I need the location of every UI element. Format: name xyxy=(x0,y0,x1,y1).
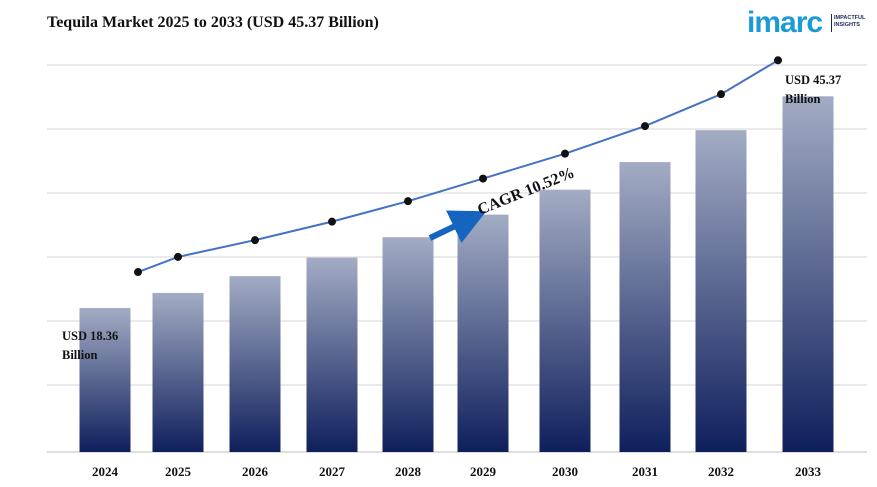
bar-2030 xyxy=(539,189,591,453)
trend-marker-2030 xyxy=(561,149,569,158)
trend-marker-2032 xyxy=(717,90,725,99)
x-tick-label-2032: 2032 xyxy=(708,464,734,479)
x-tick-label-2026: 2026 xyxy=(242,464,269,479)
trend-line xyxy=(137,59,779,274)
start-value-unit: Billion xyxy=(62,348,97,362)
logo-tagline: IMPACTFUL INSIGHTS xyxy=(834,15,874,29)
bars xyxy=(79,96,834,453)
trend-marker-2027 xyxy=(328,217,336,226)
cagr-arrow xyxy=(428,210,487,243)
trend-marker-2029 xyxy=(479,174,487,183)
end-value-unit: Billion xyxy=(785,92,820,106)
logo-tagline-line2: INSIGHTS xyxy=(834,22,860,28)
imarc-logo: imarc IMPACTFUL INSIGHTS xyxy=(747,6,872,42)
trend-marker-2028 xyxy=(404,197,412,206)
bar-2025 xyxy=(152,292,204,452)
x-tick-label-2030: 2030 xyxy=(552,464,578,479)
trend-marker-2025 xyxy=(174,252,182,261)
start-value-label: USD 18.36 xyxy=(62,329,118,343)
bar-2032 xyxy=(695,130,747,452)
trend-marker-2024 xyxy=(134,268,142,277)
end-value-label: USD 45.37 xyxy=(785,73,841,87)
bar-2024 xyxy=(79,308,131,452)
trend-markers xyxy=(134,56,782,277)
x-tick-label-2024: 2024 xyxy=(92,464,119,479)
chart-title: Tequila Market 2025 to 2033 (USD 45.37 B… xyxy=(47,14,379,31)
bar-2029 xyxy=(457,214,509,452)
bar-2028 xyxy=(382,237,434,452)
bar-2031 xyxy=(619,162,671,453)
trend-marker-2033 xyxy=(774,56,782,65)
logo-divider xyxy=(831,14,832,32)
x-tick-label-2033: 2033 xyxy=(795,464,822,479)
trend-marker-2026 xyxy=(251,236,259,245)
x-tick-label-2027: 2027 xyxy=(319,464,346,479)
bar-2027 xyxy=(306,257,358,452)
trend-marker-2031 xyxy=(641,122,649,131)
bar-2026 xyxy=(229,276,281,452)
x-tick-label-2025: 2025 xyxy=(165,464,192,479)
bar-2033 xyxy=(782,96,834,453)
x-tick-label-2031: 2031 xyxy=(632,464,658,479)
x-tick-label-2028: 2028 xyxy=(395,464,422,479)
logo-tagline-line1: IMPACTFUL xyxy=(834,15,866,21)
x-tick-label-2029: 2029 xyxy=(470,464,497,479)
x-tick-labels: 2024 2025 2026 2027 2028 2029 2030 2031 2032 2033 xyxy=(92,464,822,479)
logo-wordmark: imarc xyxy=(747,6,823,39)
